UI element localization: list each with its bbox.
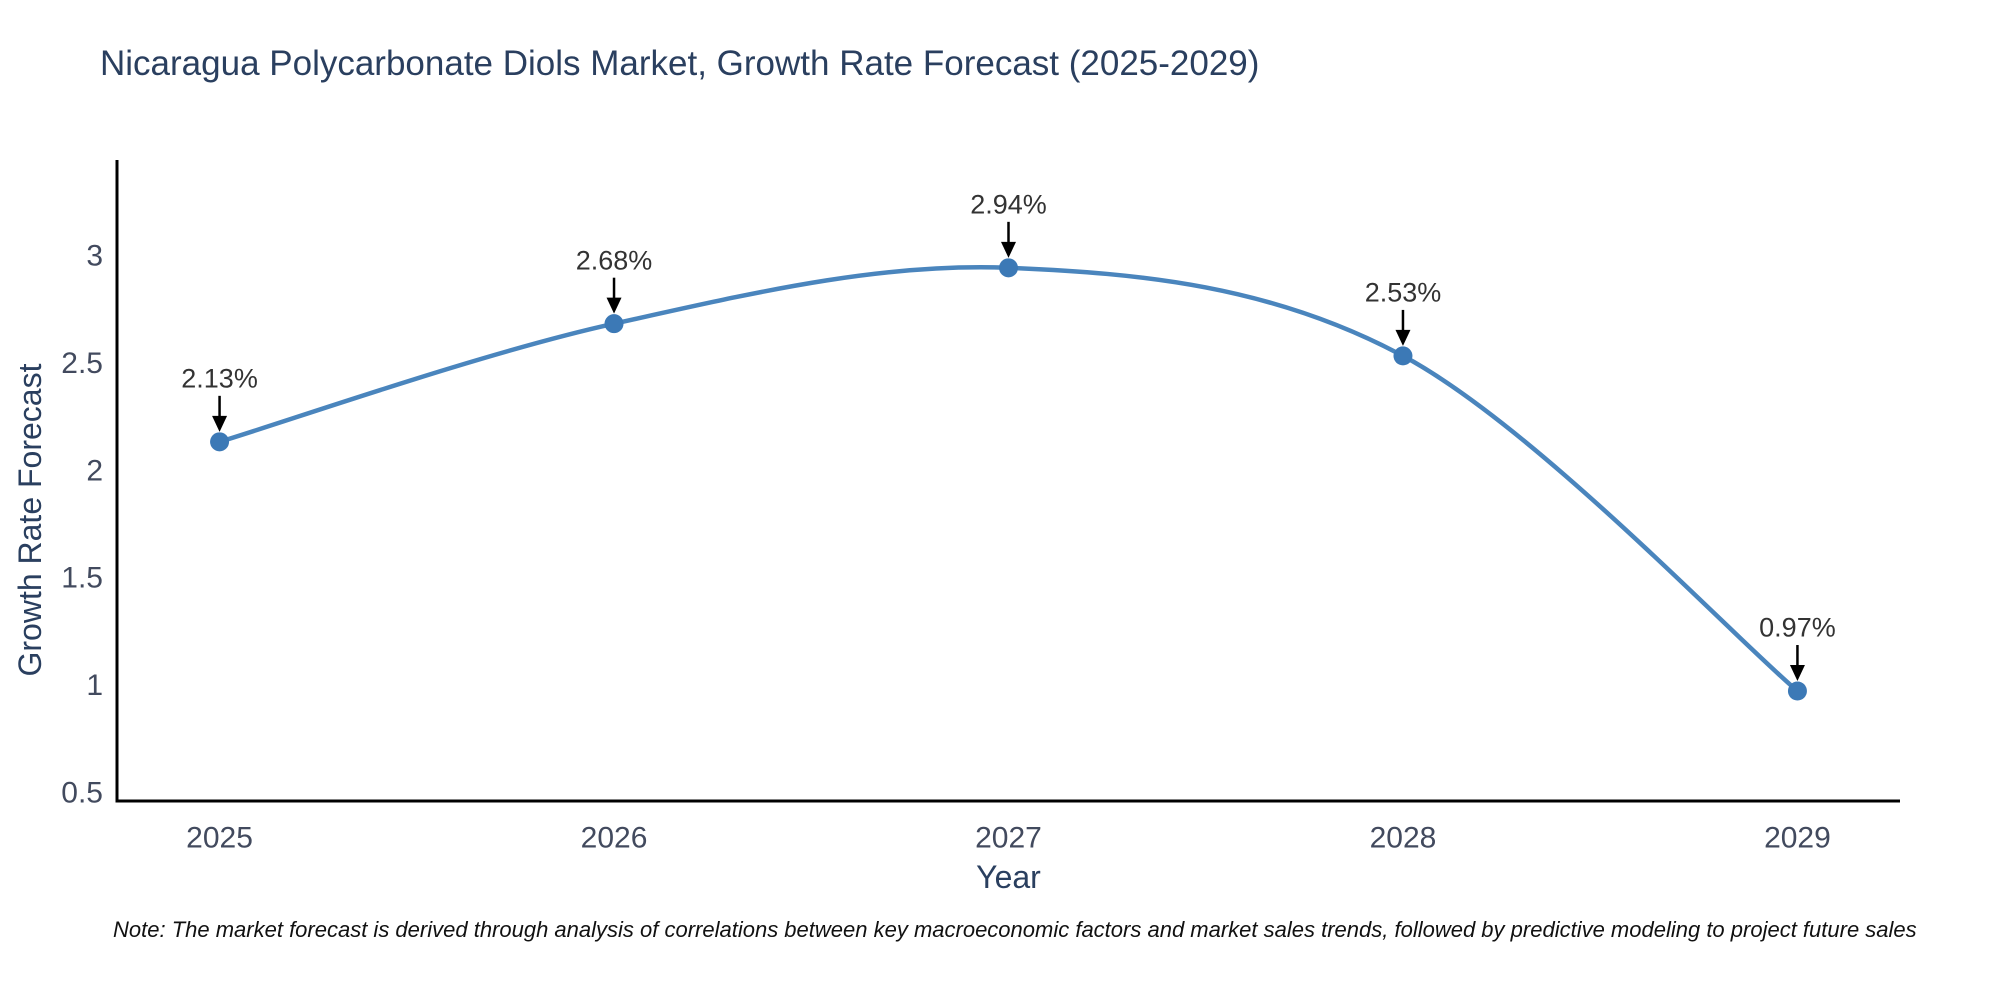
x-tick-label: 2029 — [1764, 822, 1831, 855]
data-point-marker[interactable] — [604, 314, 624, 334]
data-point-label: 2.68% — [576, 245, 653, 275]
data-point-label: 0.97% — [1759, 613, 1836, 643]
annotation-arrow-head — [606, 297, 622, 314]
y-tick-label: 0.5 — [61, 776, 103, 809]
footnote: Note: The market forecast is derived thr… — [113, 917, 1917, 942]
data-point-marker[interactable] — [999, 258, 1018, 278]
x-tick-label: 2026 — [581, 822, 648, 855]
x-axis-title: Year — [976, 859, 1041, 895]
y-tick-label: 2.5 — [61, 347, 103, 380]
y-axis-title: Growth Rate Forecast — [12, 363, 48, 676]
annotation-arrow-head — [1001, 241, 1016, 258]
data-point-label: 2.13% — [181, 364, 258, 394]
y-tick-label: 3 — [86, 239, 103, 272]
forecast-spline-line — [217, 265, 1800, 694]
y-tick-label: 1 — [86, 669, 103, 702]
data-point-label: 2.53% — [1365, 278, 1442, 308]
x-tick-label: 2027 — [975, 822, 1042, 855]
annotation-arrow-head — [1395, 329, 1411, 346]
x-tick-label: 2028 — [1370, 822, 1437, 855]
annotation-arrow-head — [1789, 665, 1805, 682]
y-tick-label: 1.5 — [61, 562, 103, 595]
y-tick-label: 2 — [86, 454, 103, 487]
data-point-marker[interactable] — [1393, 346, 1413, 366]
x-tick-label: 2025 — [186, 822, 253, 855]
data-point-marker[interactable] — [210, 432, 230, 452]
chart-title: Nicaragua Polycarbonate Diols Market, Gr… — [100, 44, 1260, 83]
data-point-label: 2.94% — [970, 190, 1047, 220]
data-point-marker[interactable] — [1787, 681, 1807, 701]
annotation-arrow-head — [212, 415, 228, 432]
